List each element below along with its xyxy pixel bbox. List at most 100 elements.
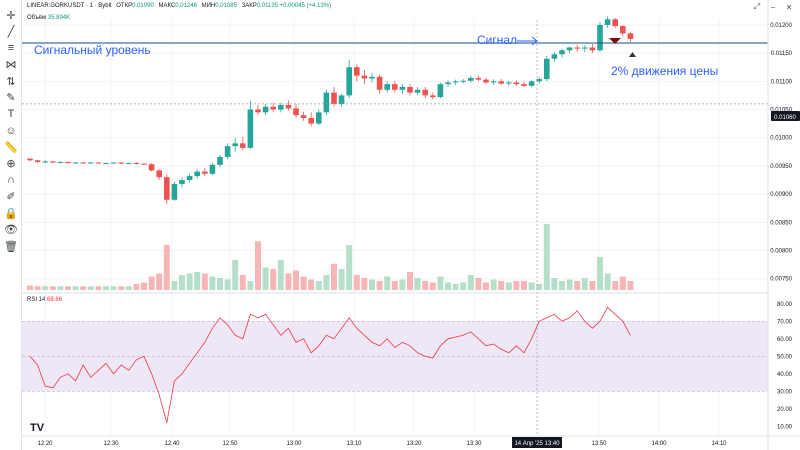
candle-body <box>460 80 466 82</box>
price-tick-label: 0.01150 <box>771 51 793 57</box>
pattern-icon[interactable]: ⋈ <box>5 59 17 71</box>
symbol-title[interactable]: LINEAR:GORKUSDT · 1 · Bybit <box>27 3 112 9</box>
volume-bar <box>597 257 603 290</box>
volume-bar <box>125 286 132 290</box>
volume-bar <box>414 278 421 290</box>
candle-body <box>612 19 618 27</box>
volume-label: Объём <box>27 15 47 21</box>
volume-bar <box>407 272 413 290</box>
candle-body <box>262 106 269 113</box>
rsi-legend[interactable]: RSI 14 68.66 <box>27 297 62 303</box>
volume-bar <box>513 281 520 290</box>
candle-body <box>50 161 56 163</box>
price-axis: 0.01200 0.01150 0.01100 0.01050 0.01000 0.009… <box>770 23 792 283</box>
candle-body <box>323 92 330 113</box>
lock-icon[interactable]: 🔒 <box>4 207 18 220</box>
text-icon[interactable]: T <box>7 108 15 120</box>
volume-bar <box>34 286 41 290</box>
candle-body <box>399 86 406 90</box>
candle-body <box>65 161 71 164</box>
volume-bar <box>369 279 375 290</box>
candle-body <box>354 67 360 76</box>
volume-bar <box>483 282 489 290</box>
time-tick-label: 14:10 <box>711 441 727 447</box>
candle-body <box>270 106 276 110</box>
candle-body <box>475 77 482 80</box>
time-tick-label: 13:10 <box>346 441 362 447</box>
stay-drawing-icon[interactable]: ✐ <box>6 191 16 203</box>
brush-icon[interactable]: ✎ <box>6 92 16 104</box>
candle-body <box>468 77 474 81</box>
volume-bar <box>141 282 147 290</box>
candle-body <box>42 161 48 163</box>
forecast-icon[interactable]: ⇅ <box>6 75 16 88</box>
volume-bar <box>232 260 239 290</box>
candle-body <box>574 47 580 49</box>
volume-legend[interactable]: Объём 35.894K <box>27 15 70 21</box>
open-value: 0.01090 <box>132 3 154 9</box>
emoji-icon[interactable]: ☺ <box>5 124 17 137</box>
volume-bar <box>103 286 109 290</box>
volume-bar <box>163 245 170 290</box>
magnet-icon[interactable]: ∩ <box>7 174 15 186</box>
candle-body <box>148 164 155 171</box>
volume-value: 35.894K <box>47 15 71 21</box>
candle-body <box>293 108 299 116</box>
volume-bars <box>27 224 634 290</box>
candle-body <box>604 19 611 25</box>
candle-body <box>316 112 322 124</box>
candle-body <box>589 47 596 51</box>
open-label: ОТКР <box>116 3 133 9</box>
volume-bar <box>262 267 269 290</box>
time-highlight-tag <box>512 437 562 448</box>
candle-body <box>57 161 64 163</box>
time-highlight-label: 14 Апр '25 13:40 <box>514 441 560 447</box>
crosshair-icon[interactable]: ✛ <box>6 9 16 22</box>
rsi-line <box>29 306 631 423</box>
volume-bar <box>133 284 140 290</box>
rsi-value: 68.66 <box>47 297 63 303</box>
volume-bar <box>95 286 102 290</box>
candle-body <box>186 176 193 181</box>
fib-icon[interactable]: ≡ <box>7 42 15 54</box>
volume-bar <box>391 281 398 290</box>
buy-marker-icon <box>629 52 636 57</box>
minimize-icon[interactable]: − <box>770 2 776 12</box>
volume-bar <box>308 279 315 290</box>
eye-icon[interactable]: 👁 <box>4 224 18 236</box>
trash-icon[interactable]: 🗑 <box>4 240 18 253</box>
candle-body <box>346 67 352 96</box>
high-label: МАКС <box>158 3 176 9</box>
volume-bar <box>361 278 368 290</box>
volume-bar <box>528 282 535 290</box>
candle-body <box>430 95 436 98</box>
candle-body <box>88 162 94 164</box>
volume-bar <box>270 269 277 290</box>
candle-body <box>95 162 102 164</box>
price-tick-label: 0.00750 <box>770 277 792 283</box>
trendline-icon[interactable]: ╱ <box>7 26 15 38</box>
fullscreen-icon[interactable]: ⤢ <box>753 2 761 11</box>
volume-bar <box>224 279 231 290</box>
symbol-legend[interactable]: LINEAR:GORKUSDT · 1 · Bybit ОТКР0.01090 … <box>27 3 331 9</box>
ruler-icon[interactable]: 📏 <box>4 141 18 154</box>
price-tick-label: 0.00850 <box>770 220 792 226</box>
current-price-tag <box>771 111 800 121</box>
candle-body <box>490 81 497 83</box>
candle-body <box>627 33 634 40</box>
low-value: 0.01085 <box>215 3 237 9</box>
candle-body <box>118 162 124 164</box>
volume-bar <box>57 286 64 290</box>
time-tick-label: 12:20 <box>37 441 53 447</box>
close-value: 0.01135 +0.00045 (+4.13%) <box>256 3 332 9</box>
rsi-dashed-lines <box>22 320 768 392</box>
volume-bar <box>110 286 117 290</box>
candle-body <box>498 81 504 84</box>
volume-bar <box>612 281 619 290</box>
volume-bar <box>376 281 383 290</box>
time-tick-label: 13:50 <box>591 441 607 447</box>
volume-bar <box>285 273 292 290</box>
zoom-icon[interactable]: ⊕ <box>6 158 16 170</box>
close-icon[interactable]: ✕ <box>785 2 793 12</box>
